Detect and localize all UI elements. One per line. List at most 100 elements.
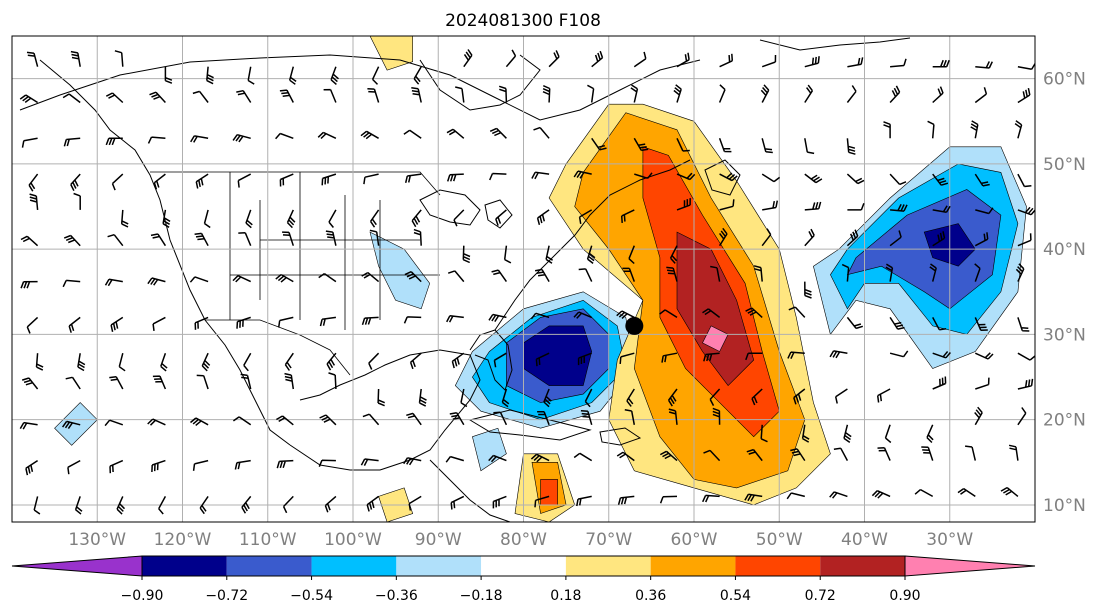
wind-barb	[804, 228, 815, 247]
longitude-labels: 130°W 120°W 110°W 100°W 90°W 80°W 70°W 60°W 50°W…	[68, 530, 973, 550]
wind-barb	[279, 89, 294, 103]
wind-barb	[676, 52, 690, 68]
wind-barb	[624, 409, 636, 425]
wind-barb	[240, 373, 252, 390]
wind-barb	[788, 306, 806, 318]
wind-barb	[667, 388, 678, 407]
wind-barb	[105, 137, 123, 146]
gulf-coast	[289, 349, 481, 471]
lon-tick-label: 40°W	[841, 530, 888, 550]
wind-barb	[70, 50, 81, 67]
wind-barb	[846, 85, 857, 103]
wind-barb	[829, 491, 848, 499]
wind-barb	[548, 50, 560, 68]
wind-barb	[573, 170, 592, 179]
lat-tick-label: 60°N	[1043, 70, 1086, 90]
lon-tick-label: 80°W	[500, 530, 547, 550]
wind-barb	[446, 128, 465, 139]
wind-barb	[194, 232, 209, 247]
wind-barb	[760, 84, 770, 103]
wind-barb	[241, 495, 252, 514]
wind-barb	[712, 407, 721, 425]
wind-barb	[505, 49, 517, 68]
wind-barb	[243, 352, 252, 372]
wind-barb	[449, 412, 465, 426]
wind-barb	[446, 173, 464, 182]
wind-barb	[284, 372, 295, 390]
wind-barb	[620, 209, 635, 223]
wind-barb	[107, 233, 124, 247]
wind-barb	[666, 266, 678, 282]
wind-barb	[408, 495, 422, 511]
wind-barb	[445, 455, 465, 463]
florida-low-negative-level-4	[523, 325, 593, 386]
wind-barb	[363, 173, 379, 185]
wind-barb	[591, 50, 604, 68]
colorbar-segment	[650, 556, 736, 576]
wind-barb	[164, 66, 173, 84]
wind-barb	[659, 495, 678, 504]
wind-barb	[659, 450, 678, 462]
wind-barb	[829, 350, 848, 359]
wind-barb	[761, 173, 781, 183]
wind-barb	[77, 353, 86, 372]
wind-barb	[493, 352, 507, 368]
wind-barb	[932, 231, 946, 247]
wind-barb	[326, 352, 337, 371]
wind-barb	[361, 316, 379, 326]
wind-barb	[282, 495, 294, 514]
colorbar-segment	[481, 556, 566, 576]
wind-barbs	[19, 49, 1035, 515]
wind-barb	[530, 312, 550, 320]
wind-barb	[762, 200, 779, 211]
wind-barb	[317, 131, 337, 140]
wind-barb	[109, 375, 124, 390]
wind-barb	[361, 271, 380, 283]
wind-barb	[974, 263, 981, 282]
colorbar-segment	[142, 556, 227, 576]
central-america	[429, 459, 511, 522]
wind-barb	[1017, 407, 1027, 426]
wind-barb	[25, 459, 39, 476]
lon-tick-label: 100°W	[324, 530, 382, 550]
wind-barb	[318, 272, 337, 283]
wind-barb	[531, 171, 550, 180]
caribbean-negative-level-1	[472, 427, 507, 472]
wind-barb	[1017, 206, 1035, 216]
wind-barb	[974, 173, 990, 187]
wind-barb	[151, 459, 166, 473]
wind-barb	[404, 173, 422, 183]
map-frame	[11, 35, 1036, 523]
colorbar-segment	[565, 556, 651, 576]
wind-barb	[199, 495, 209, 515]
colorbar-segment	[311, 556, 397, 576]
wind-barb	[74, 496, 83, 515]
wind-barb	[279, 173, 294, 187]
wind-barb	[288, 66, 297, 85]
wind-barb	[67, 459, 81, 475]
wind-barb	[19, 421, 38, 430]
wind-barb	[411, 87, 422, 103]
wind-barb	[634, 172, 653, 180]
wind-barb	[702, 494, 720, 503]
wind-barb	[786, 492, 805, 500]
wind-barb	[323, 88, 337, 103]
wind-barb	[576, 495, 592, 507]
wind-barb	[626, 388, 635, 407]
wind-barb	[411, 209, 422, 228]
wind-barb	[491, 269, 508, 283]
wind-barb	[804, 138, 815, 155]
wind-barb	[488, 313, 507, 323]
wind-barb	[974, 317, 988, 332]
hudson-bay	[419, 54, 541, 111]
lon-tick-label: 50°W	[756, 530, 803, 550]
wind-barb	[110, 316, 124, 332]
wind-barb	[232, 133, 251, 143]
wind-barb	[489, 172, 507, 181]
lon-tick-label: 70°W	[585, 530, 632, 550]
colorbar-level-label: −0.72	[205, 588, 248, 604]
wind-barb	[718, 84, 726, 103]
wind-barb	[26, 51, 39, 67]
wind-barb	[366, 495, 380, 512]
lat-tick-label: 30°N	[1043, 325, 1086, 345]
